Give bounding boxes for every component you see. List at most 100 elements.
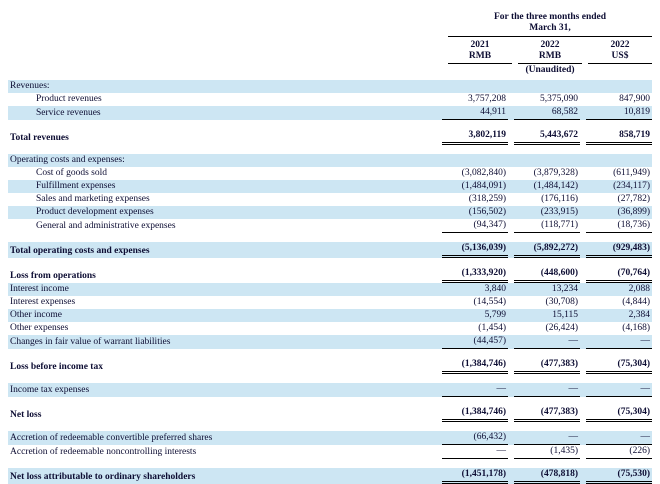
- statement-row: Interest income 3,840 13,234 2,088: [8, 283, 652, 296]
- row-label: Cost of goods sold: [36, 168, 107, 178]
- value-cell: 847,900: [619, 94, 650, 104]
- value-cell: (75,304): [586, 358, 652, 374]
- spacer-row: [8, 349, 652, 358]
- value-cell: (233,915): [540, 207, 578, 217]
- value-cell: 3,840: [484, 284, 506, 294]
- row-label: Service revenues: [36, 108, 101, 118]
- value-cell: (1,333,920): [442, 267, 508, 283]
- spacer-row: [8, 459, 652, 468]
- value-cell: (118,771): [514, 219, 580, 233]
- value-cell: 5,799: [484, 310, 506, 320]
- spacer-row: [8, 258, 652, 267]
- statement-rows: Revenues: Product revenues 3,757,208 5,375,…: [8, 80, 652, 484]
- row-label: Fulfillment expenses: [36, 181, 116, 191]
- spacer-row: [8, 397, 652, 406]
- value-cell: 2,088: [628, 284, 650, 294]
- value-cell: (176,116): [541, 194, 578, 204]
- column-header-2021-rmb: 2021 RMB: [448, 40, 512, 64]
- value-cell: (4,844): [622, 297, 650, 307]
- statement-row: Total revenues 3,802,119 5,443,672 858,719: [8, 129, 652, 145]
- statement-row: Total operating costs and expenses (5,136…: [8, 242, 652, 258]
- value-cell: (1,435): [514, 445, 580, 459]
- value-cell: (448,600): [514, 267, 580, 283]
- value-cell: —: [586, 383, 652, 397]
- unaudited-note: (Unaudited): [525, 65, 575, 75]
- statement-row: Other expenses (1,454) (26,424) (4,168): [8, 322, 652, 335]
- value-cell: (44,457): [442, 335, 508, 349]
- value-cell: (3,082,840): [461, 168, 506, 178]
- spacer-row: [8, 233, 652, 242]
- statement-row: Accretion of redeemable convertible pref…: [8, 431, 652, 445]
- currency-label: RMB: [538, 51, 562, 61]
- spacer-row: [8, 145, 652, 154]
- value-cell: 3,802,119: [442, 129, 508, 145]
- section-header-row: Revenues:: [8, 80, 652, 93]
- value-cell: (75,304): [586, 406, 652, 422]
- value-cell: (5,892,272): [514, 242, 580, 258]
- row-label: General and administrative expenses: [36, 221, 176, 231]
- value-cell: (318,259): [468, 194, 506, 204]
- value-cell: 858,719: [586, 129, 652, 145]
- value-cell: 15,115: [552, 310, 578, 320]
- row-label: Accretion of redeemable noncontrolling i…: [10, 447, 197, 457]
- currency-label: US$: [611, 51, 629, 61]
- row-label: Sales and marketing expenses: [36, 194, 150, 204]
- value-cell: 5,375,090: [540, 94, 578, 104]
- value-cell: (234,117): [613, 181, 650, 191]
- value-cell: (66,432): [442, 431, 508, 445]
- value-cell: (1,384,746): [442, 358, 508, 374]
- value-cell: 5,443,672: [514, 129, 580, 145]
- row-label: Accretion of redeemable convertible pref…: [10, 433, 213, 443]
- value-cell: (478,818): [514, 468, 580, 484]
- period-title-line1: For the three months ended: [493, 12, 607, 22]
- value-cell: (1,484,091): [461, 181, 506, 191]
- row-label: Net loss: [10, 410, 42, 420]
- row-label: Loss from operations: [10, 271, 96, 281]
- period-header-row: For the three months ended March 31,: [8, 12, 652, 37]
- value-cell: (1,484,142): [533, 181, 578, 191]
- value-cell: (3,879,328): [533, 168, 578, 178]
- value-cell: —: [514, 335, 580, 349]
- statement-row: Cost of goods sold (3,082,840) (3,879,328)…: [8, 167, 652, 180]
- row-label: Interest expenses: [10, 297, 76, 307]
- value-cell: —: [514, 383, 580, 397]
- column-header-2022-rmb: 2022 RMB: [518, 40, 582, 64]
- row-label: Revenues:: [10, 81, 50, 91]
- value-cell: (226): [586, 445, 652, 459]
- statement-row: Service revenues 44,911 68,582 10,819: [8, 106, 652, 120]
- column-header-2022-usd: 2022 US$: [588, 40, 652, 64]
- note-cell-empty: [448, 65, 512, 76]
- unaudited-note-row: (Unaudited): [8, 64, 652, 76]
- value-cell: (26,424): [545, 323, 578, 333]
- value-cell: (5,136,039): [442, 242, 508, 258]
- value-cell: (1,384,746): [442, 406, 508, 422]
- value-cell: (477,383): [514, 406, 580, 422]
- currency-label: RMB: [468, 51, 492, 61]
- value-cell: (14,554): [473, 297, 506, 307]
- value-cell: 10,819: [586, 106, 652, 120]
- value-cell: (18,736): [586, 219, 652, 233]
- year-label: 2022: [610, 40, 630, 50]
- row-label: Total revenues: [10, 133, 69, 143]
- statement-row: Product development expenses (156,502) (23…: [8, 206, 652, 219]
- year-label: 2022: [540, 40, 560, 50]
- row-label: Interest income: [10, 284, 69, 294]
- value-cell: 3,757,208: [468, 94, 506, 104]
- column-headers-row: 2021 RMB 2022 RMB 2022 US$: [8, 37, 652, 64]
- statement-row: Changes in fair value of warrant liabili…: [8, 335, 652, 349]
- row-label: Product revenues: [36, 94, 102, 104]
- statement-row: Other income 5,799 15,115 2,384: [8, 309, 652, 322]
- value-cell: (27,782): [617, 194, 650, 204]
- statement-row: Interest expenses (14,554) (30,708) (4,844): [8, 296, 652, 309]
- statement-row: Fulfillment expenses (1,484,091) (1,484,14…: [8, 180, 652, 193]
- statement-row: Income tax expenses — — —: [8, 383, 652, 397]
- value-cell: —: [442, 445, 508, 459]
- spacer-row: [8, 422, 652, 431]
- row-label: Changes in fair value of warrant liabili…: [10, 337, 171, 347]
- period-title-line2: March 31,: [529, 23, 571, 33]
- value-cell: 68,582: [514, 106, 580, 120]
- statement-row: Sales and marketing expenses (318,259) (17…: [8, 193, 652, 206]
- year-label: 2021: [470, 40, 490, 50]
- statement-row: Net loss (1,384,746) (477,383) (75,304): [8, 406, 652, 422]
